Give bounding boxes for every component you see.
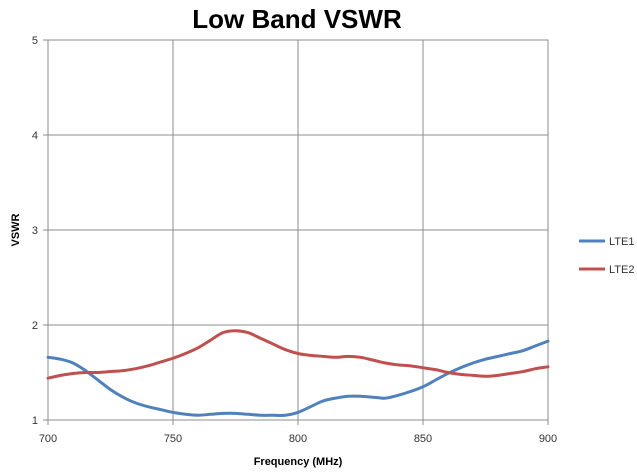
legend-label-lte2: LTE2 [609,264,634,276]
series-line-lte1 [46,339,550,417]
y-tick-labels: 1 2 3 4 5 [32,35,48,427]
series-lines [46,329,550,417]
series-line-lte2 [46,329,550,380]
y-axis-label: VSWR [10,213,22,246]
y-tick-label: 4 [32,130,38,142]
y-tick-label: 1 [32,415,38,427]
chart-title: Low Band VSWR [192,4,402,34]
x-tick-label: 700 [39,433,57,445]
legend-label-lte1: LTE1 [609,236,634,248]
x-tick-label: 900 [539,433,557,445]
x-axis-label: Frequency (MHz) [254,456,343,468]
x-tick-labels: 700 750 800 850 900 [39,420,557,445]
legend: LTE1 LTE2 [579,236,634,276]
x-tick-label: 800 [289,433,307,445]
x-tick-label: 750 [164,433,182,445]
x-tick-label: 850 [414,433,432,445]
y-tick-label: 2 [32,320,38,332]
y-tick-label: 5 [32,35,38,47]
y-tick-label: 3 [32,225,38,237]
